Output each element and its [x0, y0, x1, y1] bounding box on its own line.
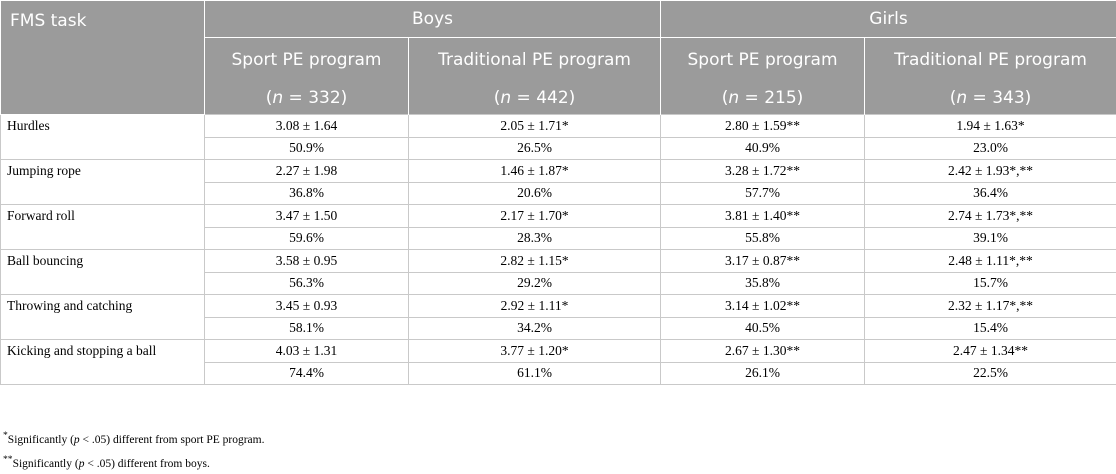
percent-cell: 20.6% — [409, 182, 661, 205]
mean-cell: 2.67 ± 1.30** — [661, 340, 865, 363]
percent-cell: 39.1% — [865, 227, 1116, 250]
percent-cell: 29.2% — [409, 272, 661, 295]
footnote: *Significantly (p < .05) different from … — [3, 426, 264, 450]
percent-cell: 34.2% — [409, 317, 661, 340]
percent-cell: 15.7% — [865, 272, 1116, 295]
task-name: Hurdles — [1, 115, 205, 160]
table-row: Kicking and stopping a ball 4.03 ± 1.31 … — [1, 340, 1116, 363]
percent-cell: 57.7% — [661, 182, 865, 205]
percent-cell: 35.8% — [661, 272, 865, 295]
percent-cell: 40.9% — [661, 137, 865, 160]
n-label-girls-traditional: (n = 343) — [865, 81, 1116, 115]
mean-cell: 2.92 ± 1.11* — [409, 295, 661, 318]
task-name: Ball bouncing — [1, 250, 205, 295]
table-row: Throwing and catching 3.45 ± 0.93 2.92 ±… — [1, 295, 1116, 318]
mean-cell: 3.47 ± 1.50 — [205, 205, 409, 228]
mean-cell: 2.80 ± 1.59** — [661, 115, 865, 138]
mean-cell: 3.08 ± 1.64 — [205, 115, 409, 138]
mean-cell: 4.03 ± 1.31 — [205, 340, 409, 363]
mean-cell: 2.48 ± 1.11*,** — [865, 250, 1116, 273]
percent-cell: 58.1% — [205, 317, 409, 340]
footnote: **Significantly (p < .05) different from… — [3, 450, 264, 474]
mean-cell: 2.27 ± 1.98 — [205, 160, 409, 183]
mean-cell: 2.42 ± 1.93*,** — [865, 160, 1116, 183]
mean-cell: 3.28 ± 1.72** — [661, 160, 865, 183]
table-footnotes: *Significantly (p < .05) different from … — [3, 426, 264, 474]
task-name: Forward roll — [1, 205, 205, 250]
mean-cell: 1.46 ± 1.87* — [409, 160, 661, 183]
mean-cell: 2.05 ± 1.71* — [409, 115, 661, 138]
group-header-girls: Girls — [661, 1, 1116, 38]
program-header-girls-traditional: Traditional PE program — [865, 38, 1116, 82]
percent-cell: 40.5% — [661, 317, 865, 340]
task-name: Jumping rope — [1, 160, 205, 205]
program-header-boys-traditional: Traditional PE program — [409, 38, 661, 82]
fms-results-table: FMS task Boys Girls Sport PE program Tra… — [0, 0, 1116, 385]
task-column-header: FMS task — [1, 1, 205, 115]
percent-cell: 26.1% — [661, 362, 865, 385]
n-label-boys-traditional: (n = 442) — [409, 81, 661, 115]
mean-cell: 3.17 ± 0.87** — [661, 250, 865, 273]
percent-cell: 36.4% — [865, 182, 1116, 205]
group-header-boys: Boys — [205, 1, 661, 38]
mean-cell: 2.74 ± 1.73*,** — [865, 205, 1116, 228]
mean-cell: 1.94 ± 1.63* — [865, 115, 1116, 138]
task-name: Kicking and stopping a ball — [1, 340, 205, 385]
percent-cell: 61.1% — [409, 362, 661, 385]
n-label-girls-sport: (n = 215) — [661, 81, 865, 115]
table-row: Ball bouncing 3.58 ± 0.95 2.82 ± 1.15* 3… — [1, 250, 1116, 273]
mean-cell: 3.45 ± 0.93 — [205, 295, 409, 318]
percent-cell: 26.5% — [409, 137, 661, 160]
percent-cell: 28.3% — [409, 227, 661, 250]
program-header-boys-sport: Sport PE program — [205, 38, 409, 82]
task-name: Throwing and catching — [1, 295, 205, 340]
mean-cell: 3.58 ± 0.95 — [205, 250, 409, 273]
table-row: Forward roll 3.47 ± 1.50 2.17 ± 1.70* 3.… — [1, 205, 1116, 228]
mean-cell: 3.77 ± 1.20* — [409, 340, 661, 363]
mean-cell: 3.81 ± 1.40** — [661, 205, 865, 228]
percent-cell: 36.8% — [205, 182, 409, 205]
percent-cell: 22.5% — [865, 362, 1116, 385]
percent-cell: 55.8% — [661, 227, 865, 250]
mean-cell: 2.82 ± 1.15* — [409, 250, 661, 273]
program-header-girls-sport: Sport PE program — [661, 38, 865, 82]
mean-cell: 3.14 ± 1.02** — [661, 295, 865, 318]
mean-cell: 2.32 ± 1.17*,** — [865, 295, 1116, 318]
table-row: Hurdles 3.08 ± 1.64 2.05 ± 1.71* 2.80 ± … — [1, 115, 1116, 138]
mean-cell: 2.47 ± 1.34** — [865, 340, 1116, 363]
mean-cell: 2.17 ± 1.70* — [409, 205, 661, 228]
percent-cell: 59.6% — [205, 227, 409, 250]
n-label-boys-sport: (n = 332) — [205, 81, 409, 115]
table-row: Jumping rope 2.27 ± 1.98 1.46 ± 1.87* 3.… — [1, 160, 1116, 183]
percent-cell: 15.4% — [865, 317, 1116, 340]
percent-cell: 56.3% — [205, 272, 409, 295]
percent-cell: 50.9% — [205, 137, 409, 160]
percent-cell: 74.4% — [205, 362, 409, 385]
percent-cell: 23.0% — [865, 137, 1116, 160]
